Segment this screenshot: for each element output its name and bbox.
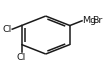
- Text: Br: Br: [92, 16, 103, 25]
- Text: Cl: Cl: [17, 53, 26, 62]
- Text: Mg: Mg: [83, 16, 97, 25]
- Text: Cl: Cl: [2, 25, 12, 34]
